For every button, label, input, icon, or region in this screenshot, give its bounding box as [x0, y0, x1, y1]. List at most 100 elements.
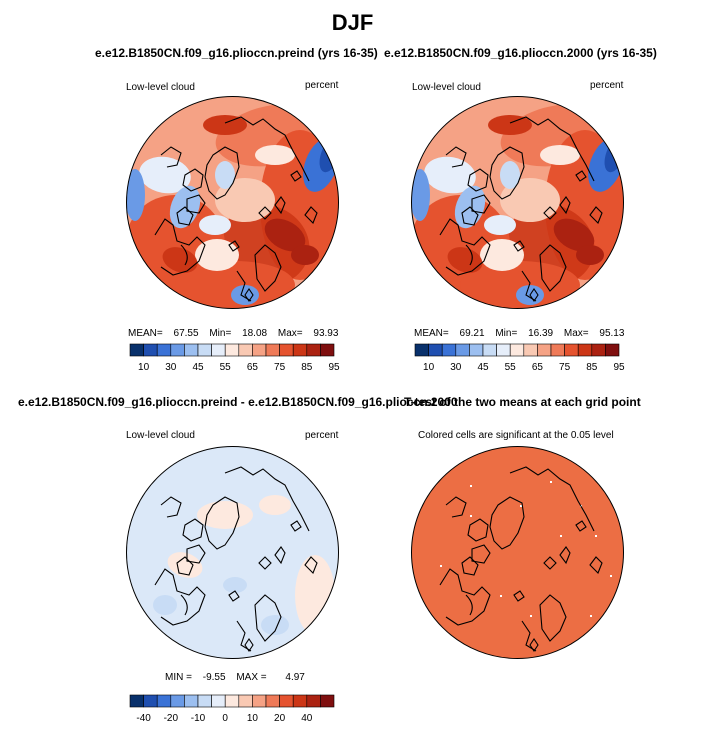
figure-title: DJF: [331, 10, 374, 35]
right-min-label: Min=: [495, 328, 518, 339]
right-mean-value: 69.21: [459, 328, 485, 339]
right-colorbar-tick-label: 30: [450, 362, 462, 373]
right-map-coastlines: [439, 116, 603, 302]
left-colorbar-tick-label: 30: [165, 362, 177, 373]
left-min-label: Min=: [209, 328, 232, 339]
right-colorbar-box-6: [496, 343, 511, 357]
ttest-map-border: [411, 446, 624, 659]
left-colorbar-tick-label: 55: [220, 362, 232, 373]
right-case-title: e.e12.B1850CN.f09_g16.plioccn.2000 (yrs …: [384, 46, 657, 60]
right-colorbar-box-9: [537, 343, 552, 357]
difference-colorbar-box-0: [129, 694, 144, 708]
diff-min-value: -9.55: [202, 672, 226, 683]
right-colorbar-box-8: [523, 343, 538, 357]
right-colorbar-box-2: [441, 343, 457, 357]
difference-colorbar-box-3: [170, 694, 185, 708]
right-max-value: 95.13: [599, 328, 625, 339]
difference-colorbar-tick-label: -20: [164, 713, 179, 724]
right-max-label: Max=: [563, 328, 589, 339]
difference-colorbar-box-1: [143, 694, 158, 708]
left-stats: MEAN= 67.55 Min= 18.08 Max= 93.93: [128, 328, 338, 339]
left-colorbar-box-1: [143, 343, 158, 357]
right-colorbar-tick-label: 10: [423, 362, 435, 373]
left-colorbar-tick-label: 85: [301, 362, 313, 373]
right-colorbar-box-10: [550, 343, 565, 357]
difference-colorbar: -40 -20 -10 0 10 20 40: [129, 694, 335, 724]
diff-variable-label: Low-level cloud: [126, 430, 195, 441]
left-colorbar-box-3: [170, 343, 185, 357]
difference-colorbar-box-10: [265, 694, 280, 708]
difference-colorbar-tick-label: 10: [247, 713, 259, 724]
left-colorbar-box-13: [306, 343, 321, 357]
left-colorbar-box-8: [238, 343, 253, 357]
left-colorbar-tick-label: 95: [328, 362, 340, 373]
right-colorbar-box-5: [482, 343, 497, 357]
difference-colorbar-box-13: [306, 694, 321, 708]
difference-colorbar-box-5: [197, 694, 212, 708]
difference-colorbar-box-12: [292, 694, 308, 708]
left-max-label: Max=: [277, 328, 303, 339]
right-colorbar-box-3: [455, 343, 470, 357]
left-polar-map: [126, 96, 339, 309]
right-colorbar-box-11: [564, 343, 579, 357]
right-colorbar-box-12: [577, 343, 593, 357]
ttest-polar-map: [411, 446, 624, 659]
left-colorbar: 10 30 45 55 65 75 85 95: [129, 343, 340, 373]
difference-colorbar-box-4: [184, 694, 199, 708]
left-colorbar-tick-label: 10: [138, 362, 150, 373]
difference-colorbar-tick-label: 0: [222, 713, 228, 724]
left-variable-label: Low-level cloud: [126, 82, 195, 93]
difference-map-border: [126, 446, 339, 659]
difference-map-coastlines: [154, 466, 318, 652]
left-units-label: percent: [305, 80, 339, 91]
difference-colorbar-box-8: [238, 694, 253, 708]
left-colorbar-box-12: [292, 343, 308, 357]
right-colorbar-tick-label: 45: [477, 362, 489, 373]
left-mean-value: 67.55: [173, 328, 199, 339]
right-colorbar-box-7: [509, 343, 525, 357]
right-colorbar-tick-label: 85: [586, 362, 598, 373]
right-colorbar-tick-label: 95: [613, 362, 625, 373]
left-colorbar-box-0: [129, 343, 144, 357]
diff-stats: MIN = -9.55 MAX = 4.97: [165, 672, 305, 683]
right-variable-label: Low-level cloud: [412, 82, 481, 93]
difference-colorbar-tick-label: 20: [274, 713, 286, 724]
right-mean-label: MEAN=: [414, 328, 449, 339]
difference-title: e.e12.B1850CN.f09_g16.plioccn.preind - e…: [18, 395, 458, 409]
right-map-border: [411, 96, 624, 309]
difference-colorbar-box-2: [156, 694, 172, 708]
right-min-value: 16.39: [528, 328, 554, 339]
right-colorbar: 10 30 45 55 65 75 85 95: [414, 343, 625, 373]
left-max-value: 93.93: [313, 328, 339, 339]
right-colorbar-box-1: [428, 343, 443, 357]
difference-colorbar-tick-label: 40: [301, 713, 313, 724]
left-colorbar-box-2: [156, 343, 172, 357]
ttest-title: T-test of the two means at each grid poi…: [404, 395, 641, 409]
ttest-note: Colored cells are significant at the 0.0…: [418, 430, 614, 441]
left-colorbar-box-9: [252, 343, 267, 357]
difference-colorbar-box-14: [320, 694, 335, 708]
difference-colorbar-box-7: [224, 694, 240, 708]
left-colorbar-tick-label: 75: [274, 362, 286, 373]
diff-min-label: MIN =: [165, 672, 192, 683]
left-colorbar-box-10: [265, 343, 280, 357]
difference-colorbar-tick-label: -10: [191, 713, 206, 724]
left-map-coastlines: [154, 116, 318, 302]
right-units-label: percent: [590, 80, 624, 91]
right-polar-map: [411, 96, 624, 309]
ttest-map-coastlines: [439, 466, 603, 652]
right-colorbar-tick-label: 75: [559, 362, 571, 373]
difference-colorbar-box-11: [279, 694, 294, 708]
left-colorbar-tick-label: 45: [192, 362, 204, 373]
left-mean-label: MEAN=: [128, 328, 163, 339]
right-colorbar-box-0: [414, 343, 429, 357]
left-min-value: 18.08: [242, 328, 268, 339]
difference-colorbar-tick-label: -40: [136, 713, 151, 724]
diff-units-label: percent: [305, 430, 339, 441]
right-stats: MEAN= 69.21 Min= 16.39 Max= 95.13: [414, 328, 624, 339]
left-colorbar-box-5: [197, 343, 212, 357]
diff-max-label: MAX =: [236, 672, 267, 683]
difference-colorbar-box-9: [252, 694, 267, 708]
right-colorbar-box-13: [591, 343, 606, 357]
right-colorbar-box-4: [469, 343, 484, 357]
